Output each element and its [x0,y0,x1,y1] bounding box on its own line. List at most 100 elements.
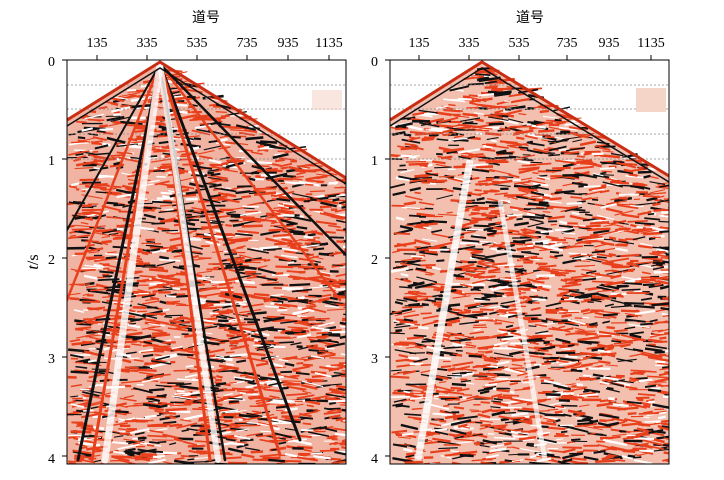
reflection-dash [71,182,80,187]
reflection-dash [511,363,523,367]
reflection-dash [509,125,532,128]
reflection-dash [75,358,91,364]
reflection-dash [571,438,581,442]
reflection-dash [284,250,296,254]
reflection-dash [570,274,589,279]
reflection-dash [146,444,155,447]
reflection-dash [491,87,512,91]
reflection-dash [219,135,229,139]
reflection-dash [313,454,331,460]
reflection-dash [408,383,429,391]
reflection-dash [148,333,171,338]
reflection-dash [599,433,607,437]
reflection-dash [650,175,659,180]
reflection-dash [588,322,598,326]
reflection-dash [132,334,152,341]
reflection-dash [522,258,534,262]
reflection-dash [431,266,442,271]
reflection-dash [582,390,590,393]
reflection-dash [648,429,664,434]
reflection-dash [440,365,452,369]
reflection-dash [438,396,460,399]
reflection-dash [657,415,666,420]
reflection-dash [288,438,307,443]
left-seismic-image [67,60,346,464]
reflection-dash [565,146,586,152]
reflection-dash [282,202,294,206]
reflection-dash [572,139,583,143]
reflection-dash [555,432,565,436]
reflection-dash [141,300,160,305]
reflection-dash [394,310,416,317]
reflection-dash [329,296,338,301]
reflection-dash [408,155,417,159]
reflection-dash [528,319,542,324]
reflection-dash [463,205,479,211]
reflection-dash [476,265,483,269]
reflection-dash [311,394,333,401]
reflection-dash [596,141,610,145]
reflection-dash [613,160,625,164]
reflection-dash [487,457,497,461]
reflection-dash [168,409,191,414]
reflection-dash [331,460,346,464]
reflection-dash [236,443,249,449]
reflection-dash [506,345,524,351]
reflection-dash [668,347,669,350]
reflection-dash [631,228,653,232]
reflection-dash [571,363,593,370]
reflection-dash [419,163,428,168]
reflection-dash [424,273,433,276]
right-tick-marks [385,55,652,457]
reflection-dash [149,282,163,285]
reflection-dash [93,158,106,164]
left-noise-patch [312,90,342,110]
reflection-dash [596,253,613,258]
reflection-dash [403,447,413,453]
reflection-dash [195,114,212,119]
reflection-dash [319,199,339,205]
reflection-dash [142,208,153,213]
reflection-dash [265,237,287,245]
reflection-dash [179,384,199,390]
reflection-dash [134,456,143,460]
reflection-dash [484,80,499,85]
reflection-dash [213,187,226,191]
reflection-dash [556,406,566,409]
reflection-dash [471,155,486,158]
reflection-dash [152,289,163,293]
reflection-dash [116,223,132,228]
reflection-dash [450,450,460,453]
reflection-dash [477,387,494,392]
reflection-dash [488,116,509,121]
reflection-dash [534,151,554,156]
reflection-dash [479,444,490,448]
reflection-dash [567,318,586,325]
reflection-dash [624,326,636,330]
reflection-dash [626,400,642,405]
reflection-dash [403,124,423,131]
reflection-dash [585,258,602,263]
reflection-dash [579,377,597,381]
reflection-dash [493,430,505,434]
reflection-dash [608,379,625,384]
reflection-dash [162,341,176,344]
reflection-dash [659,284,669,290]
reflection-dash [73,309,85,313]
reflection-dash [594,203,605,208]
reflection-dash [608,252,617,257]
reflection-dash [310,197,317,202]
reflection-dash [200,221,221,225]
reflection-dash [191,164,213,170]
reflection-dash [613,440,628,447]
reflection-dash [545,393,561,397]
reflection-dash [663,437,669,440]
reflection-dash [292,369,301,373]
reflection-dash [308,307,327,314]
reflection-dash [547,408,559,411]
reflection-dash [277,218,297,225]
reflection-dash [297,306,315,312]
reflection-dash [625,318,646,323]
reflection-dash [488,379,509,385]
reflection-dash [446,331,464,337]
